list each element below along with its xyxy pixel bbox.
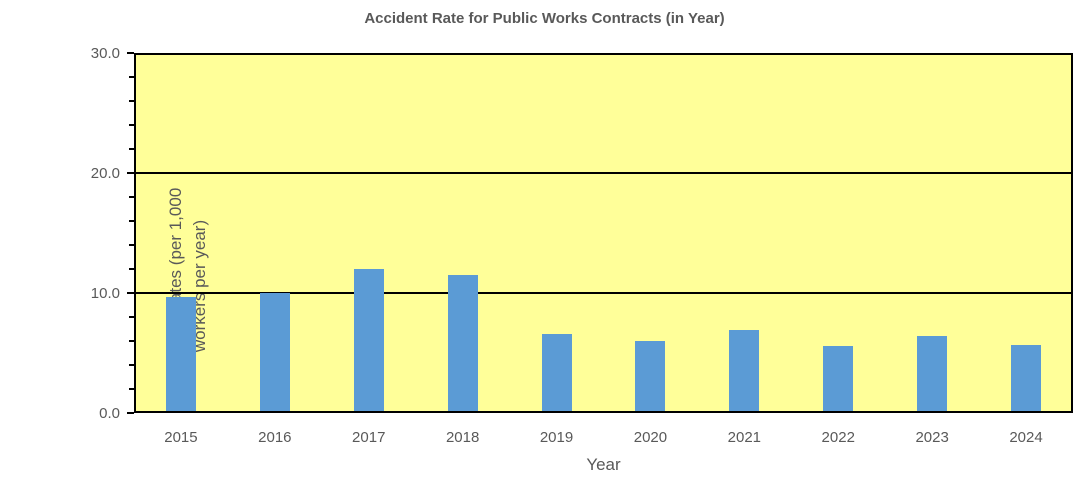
y-major-tick — [127, 172, 134, 174]
x-tick-label: 2021 — [727, 429, 762, 446]
y-tick-label: 10.0 — [90, 284, 120, 302]
y-minor-tick — [129, 100, 134, 102]
y-major-tick — [127, 292, 134, 294]
plot-area: Accident Rates (per 1,000 workers per ye… — [127, 52, 1073, 414]
x-tick-label: 2016 — [258, 429, 292, 446]
bar-2021 — [729, 330, 760, 411]
y-minor-tick — [129, 196, 134, 198]
y-minor-tick — [129, 220, 134, 222]
x-tick-label: 2019 — [539, 429, 574, 446]
y-major-tick — [127, 52, 134, 54]
y-minor-tick — [129, 76, 134, 78]
chart-title: Accident Rate for Public Works Contracts… — [364, 10, 725, 27]
y-minor-tick — [129, 124, 134, 126]
x-tick-label: 2018 — [445, 429, 480, 446]
x-tick-label: 2017 — [352, 429, 386, 446]
y-minor-tick — [129, 148, 134, 150]
x-axis-title: Year — [586, 455, 621, 474]
bar-2022 — [823, 345, 854, 411]
bar-2015 — [165, 296, 196, 411]
y-major-tick — [127, 412, 134, 414]
y-minor-tick — [129, 316, 134, 318]
y-minor-tick — [129, 340, 134, 342]
y-minor-tick — [129, 244, 134, 246]
bar-2017 — [353, 269, 384, 411]
y-axis-title: Accident Rates (per 1,000 workers per ye… — [164, 106, 212, 466]
bar-2020 — [635, 341, 666, 411]
bar-2024 — [1011, 344, 1042, 411]
bar-2023 — [917, 336, 948, 411]
y-tick-label: 30.0 — [90, 44, 120, 62]
x-tick-label: 2024 — [1009, 429, 1043, 446]
y-axis-title-line2: workers per year) — [190, 219, 209, 353]
plot-background — [134, 53, 1073, 413]
y-minor-tick — [129, 268, 134, 270]
gridline — [134, 292, 1073, 294]
bar-2018 — [447, 275, 478, 411]
x-tick-label: 2023 — [915, 429, 949, 446]
y-minor-tick — [129, 364, 134, 366]
bar-2016 — [259, 293, 290, 411]
y-axis-title-line1: Accident Rates (per 1,000 — [166, 187, 185, 385]
x-tick-label: 2022 — [821, 429, 855, 446]
y-minor-tick — [129, 388, 134, 390]
bar-2019 — [541, 333, 572, 411]
y-tick-label: 0.0 — [99, 404, 120, 422]
x-tick-label: 2020 — [633, 429, 668, 446]
gridline — [134, 172, 1073, 174]
x-tick-label: 2015 — [164, 429, 198, 446]
y-tick-label: 20.0 — [90, 164, 120, 182]
